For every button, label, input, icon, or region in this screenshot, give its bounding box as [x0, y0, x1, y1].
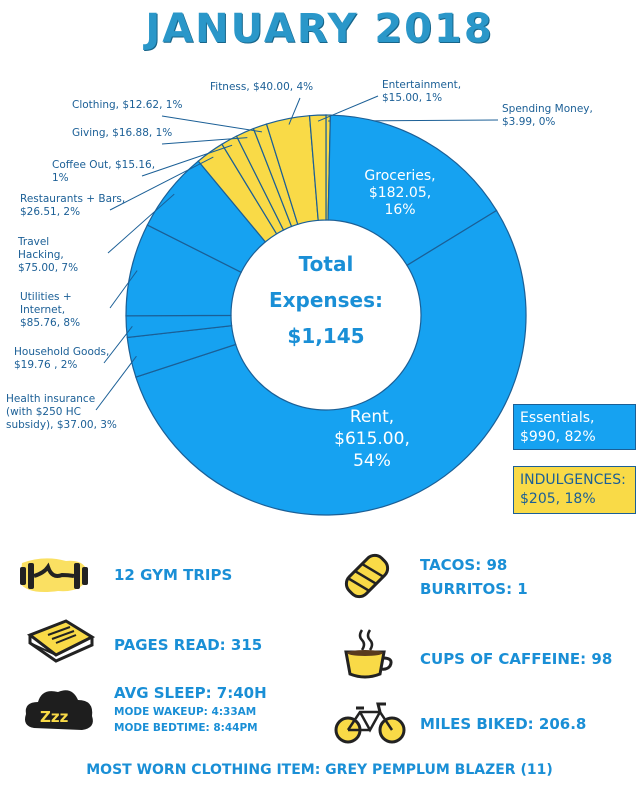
leader-line [103, 326, 133, 364]
leader-line [288, 97, 301, 125]
slice-label: Fitness, $40.00, 4% [210, 81, 313, 93]
leader-line [95, 355, 137, 411]
book-icon [26, 619, 96, 663]
leader-line [317, 95, 379, 122]
leader-line [141, 144, 233, 177]
legend-essentials-line2: $990, 82% [520, 429, 596, 445]
donut-slice-rent [135, 209, 527, 516]
svg-text:Zzz: Zzz [40, 708, 69, 726]
leader-line [109, 270, 138, 309]
legend-essentials-line1: Essentials, [520, 410, 595, 426]
sleep-cloud-icon: Zzz [25, 690, 93, 730]
page-title: JANUARY 2018 [145, 6, 494, 52]
pages-read-stat: PAGES READ: 315 [114, 636, 263, 654]
donut-slice-entertainment [308, 114, 327, 221]
leader-line [109, 156, 214, 211]
burrito-icon [344, 553, 390, 599]
total-expenses-label: Total Expenses: $1,145 [269, 252, 383, 348]
slice-label: Spending Money, $3.99, 0% [502, 103, 593, 128]
leader-line [161, 115, 263, 133]
slice-label: Groceries, $182.05, 16% [364, 168, 435, 218]
leader-line [161, 137, 248, 145]
leader-line [107, 193, 175, 254]
slice-label: Entertainment, $15.00, 1% [382, 79, 461, 104]
donut-slice-groceries [327, 114, 498, 267]
legend-essentials: Essentials, $990, 82% [513, 404, 636, 450]
legend-indulgences-line2: $205, 18% [520, 491, 596, 507]
legend-indulgences: INDULGENCES: $205, 18% [513, 466, 636, 514]
tacos-stat: TACOS: 98 [420, 556, 508, 574]
slice-label: Giving, $16.88, 1% [72, 127, 172, 139]
most-worn-clothing: MOST WORN CLOTHING ITEM: GREY PEMPLUM BL… [86, 762, 553, 778]
avg-sleep-stat: AVG SLEEP: 7:40H [114, 684, 267, 702]
caffeine-stat: CUPS OF CAFFEINE: 98 [420, 650, 613, 668]
gym-trips-stat: 12 GYM TRIPS [114, 566, 233, 584]
slice-label: Household Goods, $19.76 , 2% [14, 346, 109, 371]
bedtime-stat: MODE BEDTIME: 8:44PM [114, 722, 258, 734]
bicycle-icon [334, 702, 406, 744]
burritos-stat: BURRITOS: 1 [420, 580, 528, 598]
slice-label: Travel Hacking, $75.00, 7% [17, 236, 78, 274]
dumbbell-icon [20, 558, 88, 592]
legend-indulgences-line1: INDULGENCES: [520, 472, 626, 488]
slice-label: Utilities + Internet, $85.76, 8% [20, 291, 80, 329]
slice-label: Rent, $615.00, 54% [334, 407, 410, 471]
coffee-cup-icon [344, 629, 393, 679]
donut-chart: Spending Money, $3.99, 0% Groceries, $182.0… [6, 79, 593, 516]
miles-biked-stat: MILES BIKED: 206.8 [420, 715, 587, 733]
wakeup-stat: MODE WAKEUP: 4:33AM [114, 706, 257, 718]
slice-label: Health insurance (with $250 HC subsidy), $… [6, 393, 117, 431]
slice-label: Restaurants + Bars, $26.51, 2% [20, 193, 125, 218]
slice-label: Coffee Out, $15.16, 1% [52, 159, 155, 184]
slice-label: Clothing, $12.62, 1% [72, 99, 182, 111]
